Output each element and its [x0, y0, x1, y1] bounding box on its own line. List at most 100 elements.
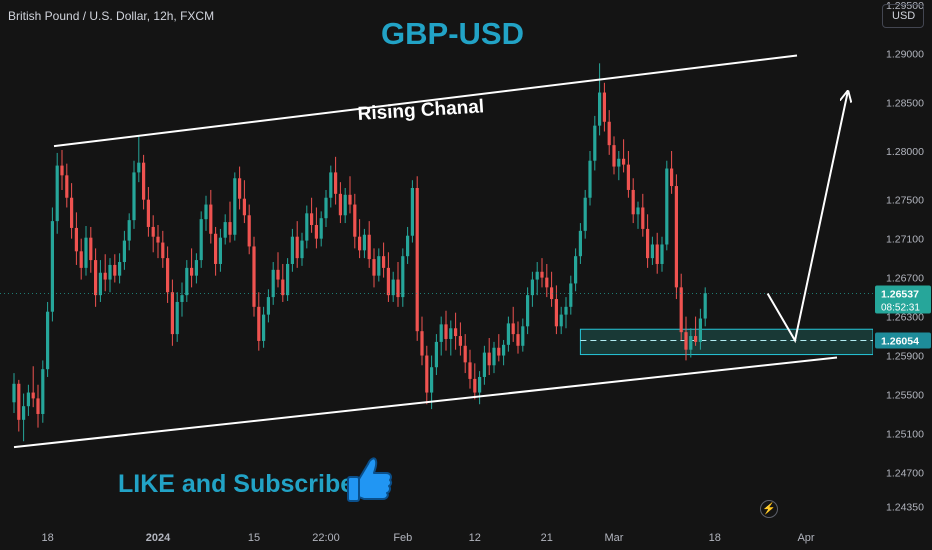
- candle-body: [608, 122, 611, 145]
- candle-body: [200, 219, 203, 260]
- candle-body: [219, 238, 222, 264]
- time-tick-label: Mar: [605, 532, 624, 544]
- candle-body: [540, 272, 543, 278]
- candle-body: [320, 218, 323, 238]
- candle-body: [209, 205, 212, 234]
- candle-body: [238, 178, 241, 198]
- candle-body: [152, 227, 155, 237]
- candle-body: [699, 319, 702, 342]
- candle-body: [214, 234, 217, 264]
- price-tick-label: 1.24700: [886, 467, 924, 479]
- candle-body: [233, 178, 236, 234]
- candle-body: [315, 225, 318, 239]
- time-tick-label: 21: [541, 532, 553, 544]
- candle-body: [584, 198, 587, 231]
- candle-body: [32, 393, 35, 399]
- candle-body: [75, 228, 78, 251]
- candle-body: [324, 198, 327, 218]
- time-tick-label: 15: [248, 532, 260, 544]
- candle-body: [454, 328, 457, 336]
- candle-body: [512, 323, 515, 334]
- candle-body: [464, 346, 467, 363]
- candle-body: [132, 172, 135, 220]
- candle-body: [363, 235, 366, 251]
- candle-body: [675, 186, 678, 287]
- price-tick-label: 1.24350: [886, 502, 924, 514]
- candle-body: [684, 332, 687, 350]
- candle-body: [536, 272, 539, 280]
- candle-body: [502, 345, 505, 356]
- candle-body: [459, 336, 462, 346]
- candle-body: [560, 315, 563, 327]
- candle-body: [416, 188, 419, 331]
- support-level-tag-value: 1.26054: [881, 336, 919, 348]
- candle-body: [598, 93, 601, 126]
- candle-body: [104, 273, 107, 280]
- candle-body: [449, 328, 452, 339]
- candle-body: [555, 299, 558, 326]
- candle-body: [401, 256, 404, 297]
- candle-body: [440, 324, 443, 342]
- candle-body: [689, 336, 692, 350]
- candle-body: [94, 260, 97, 295]
- candle-body: [593, 126, 596, 161]
- last-price-tag-value: 1.26537: [881, 288, 919, 300]
- candle-body: [622, 159, 625, 165]
- candle-body: [468, 362, 471, 379]
- candle-body: [257, 307, 260, 341]
- price-tick-label: 1.25100: [886, 428, 924, 440]
- candle-body: [656, 244, 659, 263]
- candle-body: [430, 367, 433, 392]
- candle-body: [670, 169, 673, 187]
- candle-body: [291, 237, 294, 264]
- promo-text: LIKE and Subscribe: [118, 470, 354, 499]
- candle-body: [224, 222, 227, 238]
- support-zone[interactable]: [580, 329, 873, 354]
- price-tick-label: 1.26700: [886, 273, 924, 285]
- price-tick-label: 1.27500: [886, 195, 924, 207]
- candle-body: [641, 207, 644, 228]
- candle-body: [497, 348, 500, 356]
- candle-body: [339, 194, 342, 215]
- candle-body: [296, 237, 299, 258]
- candle-body: [660, 244, 663, 263]
- candle-body: [60, 166, 63, 176]
- price-tick-label: 1.25500: [886, 390, 924, 402]
- candle-body: [444, 324, 447, 339]
- candle-body: [190, 268, 193, 276]
- candle-body: [108, 265, 111, 280]
- candle-body: [617, 159, 620, 167]
- candle-body: [180, 295, 183, 302]
- candle-body: [507, 323, 510, 344]
- projection-arrow[interactable]: [768, 93, 848, 341]
- candle-body: [516, 334, 519, 346]
- candle-body: [348, 195, 351, 205]
- candle-body: [22, 406, 25, 420]
- price-tick-label: 1.28500: [886, 97, 924, 109]
- candle-body: [392, 280, 395, 296]
- candle-body: [588, 161, 591, 198]
- thumbs-up-icon: [346, 452, 394, 509]
- candle-body: [228, 222, 231, 235]
- candle-body: [646, 229, 649, 258]
- candle-body: [627, 165, 630, 190]
- candle-body: [574, 256, 577, 283]
- candle-body: [17, 384, 20, 420]
- candle-body: [89, 238, 92, 260]
- candle-body: [51, 221, 54, 312]
- candle-body: [612, 145, 615, 166]
- candle-body: [358, 237, 361, 251]
- candle-body: [27, 393, 30, 407]
- candle-body: [492, 348, 495, 366]
- lightning-icon[interactable]: ⚡: [760, 500, 778, 518]
- candle-body: [243, 199, 246, 216]
- last-price-tag-countdown: 08:52:31: [881, 302, 920, 313]
- candle-body: [473, 379, 476, 393]
- candle-body: [435, 342, 438, 367]
- page-title: GBP-USD: [0, 16, 905, 52]
- candle-body: [531, 280, 534, 296]
- candle-body: [488, 353, 491, 366]
- time-axis[interactable]: [0, 526, 873, 550]
- candle-body: [377, 256, 380, 275]
